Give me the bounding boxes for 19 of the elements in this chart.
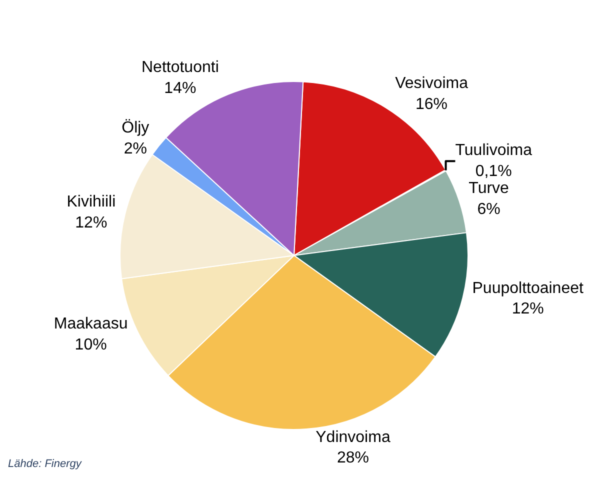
slice-label: Ydinvoima [316,428,390,446]
slice-label: Öljy [122,118,150,137]
data-label: 14% [164,80,196,98]
slice-label: Turve [468,180,510,198]
slice-label: Maakaasu [54,316,128,333]
slice-label: Nettotuonti [141,59,219,76]
data-label: 16% [416,96,448,113]
slice-label: Vesivoima [395,74,468,92]
data-label: 28% [336,450,369,467]
data-label: 12% [75,214,108,232]
data-label: 6% [477,200,500,218]
text: Lähde: Finergy [8,458,83,470]
data-label: 2% [124,140,147,158]
slice-label: Kivihiili [66,194,116,211]
data-label: 10% [74,336,107,354]
slice-label: Tuulivoima [455,142,532,160]
data-label: 0,1% [475,163,512,180]
data-label: 12% [512,300,544,318]
slice-label: Puupolttoaineet [472,280,584,297]
